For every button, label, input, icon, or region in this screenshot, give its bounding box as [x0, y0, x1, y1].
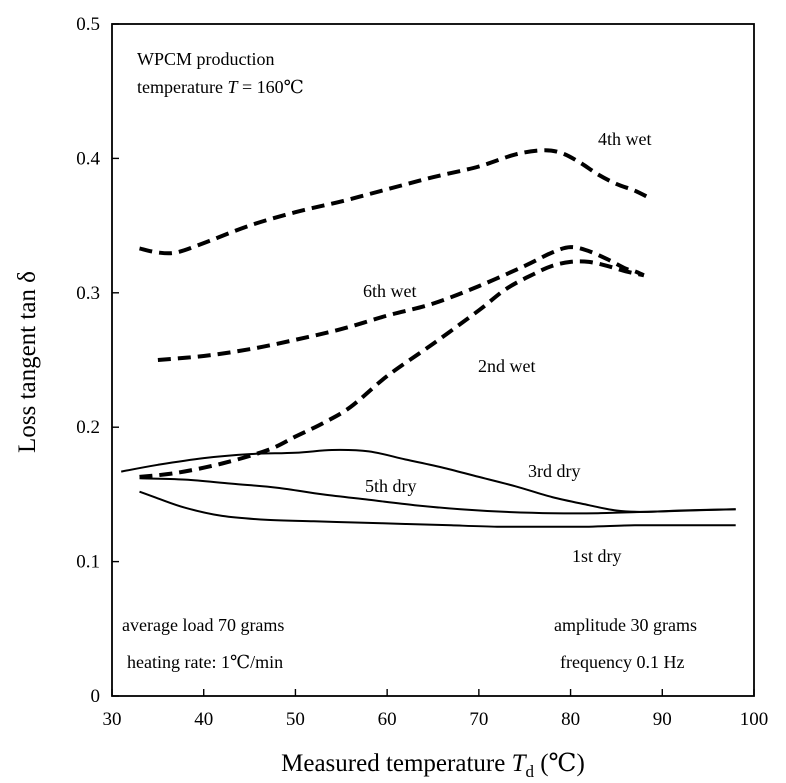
series-line-3rd-dry — [121, 448, 736, 513]
series-label-6th-wet: 6th wet — [363, 281, 417, 301]
y-axis-ticks: 0 0.1 0.2 0.3 0.4 0.5 — [76, 14, 119, 707]
series-line-1st-dry — [139, 490, 736, 528]
amplitude-note: amplitude 30 grams — [554, 615, 697, 635]
series-label-5th-dry: 5th dry — [365, 476, 417, 496]
x-axis-title-unit: (℃) — [540, 750, 585, 777]
x-tick-label: 70 — [469, 709, 488, 730]
x-tick-label: 90 — [653, 709, 672, 730]
x-tick-label: 30 — [103, 709, 122, 730]
y-tick-label: 0 — [91, 686, 101, 707]
production-note-line1: WPCM production — [137, 49, 275, 69]
series-label-1st-dry: 1st dry — [572, 546, 622, 566]
x-axis-title-text: Measured temperature — [281, 750, 505, 777]
heating-rate-note: heating rate: 1℃/min — [127, 652, 283, 672]
series-label-2nd-wet: 2nd wet — [478, 356, 536, 376]
production-note-line2-symbol: T — [227, 77, 239, 97]
x-tick-label: 40 — [194, 709, 213, 730]
y-tick-label: 0.1 — [76, 552, 100, 573]
load-note: average load 70 grams — [122, 615, 284, 635]
y-tick-label: 0.4 — [76, 148, 100, 169]
series-label-3rd-dry: 3rd dry — [528, 461, 581, 481]
x-axis-title: Measured temperature Td (℃) — [281, 750, 585, 781]
plot-area-frame — [111, 23, 755, 697]
x-axis-ticks: 30 40 50 60 70 80 90 100 — [103, 689, 769, 730]
x-axis-title-symbol: T — [512, 750, 528, 777]
frequency-note: frequency 0.1 Hz — [560, 652, 684, 672]
y-tick-label: 0.2 — [76, 417, 100, 438]
x-tick-label: 100 — [740, 709, 769, 730]
series-label-4th-wet: 4th wet — [598, 129, 652, 149]
y-axis-title: Loss tangent tan δ — [14, 271, 41, 453]
x-tick-label: 50 — [286, 709, 305, 730]
series-line-6th-wet — [157, 245, 645, 362]
y-tick-label: 0.5 — [76, 14, 100, 35]
series-layer — [121, 148, 736, 528]
x-axis-title-subscript: d — [525, 762, 534, 781]
series-line-2nd-wet — [139, 259, 645, 479]
production-note-line2-suffix: = 160℃ — [237, 77, 303, 97]
series-line-4th-wet — [139, 148, 650, 256]
x-tick-label: 60 — [378, 709, 397, 730]
production-note-line2: temperature T = 160℃ — [137, 77, 304, 97]
series-line-5th-dry — [139, 477, 736, 515]
y-tick-label: 0.3 — [76, 283, 100, 304]
x-tick-label: 80 — [561, 709, 580, 730]
production-note-line2-prefix: temperature — [137, 77, 227, 97]
